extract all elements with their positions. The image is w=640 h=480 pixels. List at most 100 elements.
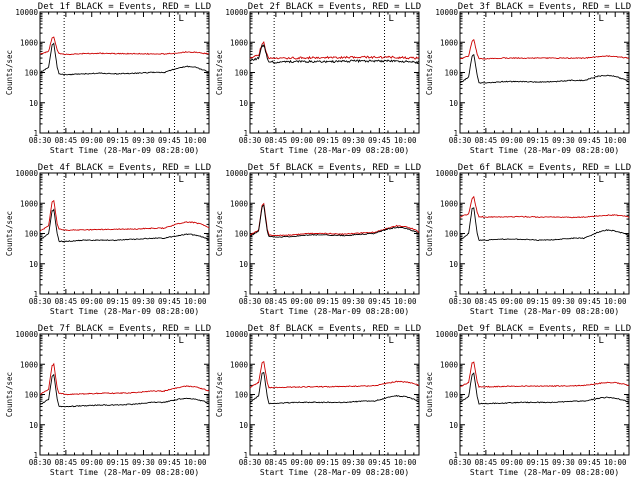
x-tick-label: 09:30 (342, 458, 365, 467)
corner-mark: L (179, 14, 184, 24)
y-tick-label: 10000 (15, 8, 38, 17)
y-tick-label: 1 (243, 129, 248, 138)
series-line-events (459, 54, 630, 84)
x-tick-label: 09:45 (578, 297, 601, 306)
y-tick-label: 1000 (20, 360, 39, 369)
plot-frame (459, 11, 630, 134)
x-tick-label: 08:45 (475, 458, 498, 467)
y-tick-label: 10 (449, 260, 459, 269)
x-axis-title: Start Time (28-Mar-09 08:28:00) (260, 146, 409, 155)
x-axis-title: Start Time (28-Mar-09 08:28:00) (470, 307, 619, 316)
y-axis-title: Counts/sec (5, 211, 14, 256)
y-tick-label: 10000 (435, 169, 458, 178)
y-axis-title: Counts/sec (5, 50, 14, 95)
chart-title: Det 7f BLACK = Events, RED = LLD (38, 324, 211, 334)
x-tick-label: 10:00 (394, 136, 417, 145)
y-axis-title: Counts/sec (425, 211, 434, 256)
corner-mark: L (389, 336, 394, 346)
x-tick-label: 09:15 (106, 297, 129, 306)
series-line-events (39, 373, 210, 408)
x-tick-label: 09:45 (578, 458, 601, 467)
x-tick-label: 08:30 (239, 458, 262, 467)
chart-title: Det 1f BLACK = Events, RED = LLD (38, 2, 211, 12)
chart-panel-5: Det 5f BLACK = Events, RED = LLD 1 10 100 10… (215, 163, 421, 316)
series-line-events (249, 44, 420, 64)
x-tick-label: 08:45 (265, 458, 288, 467)
series-line-events (39, 42, 210, 76)
y-tick-label: 100 (444, 230, 458, 239)
x-tick-label: 08:45 (475, 136, 498, 145)
y-tick-label: 10 (29, 421, 39, 430)
x-tick-label: 09:45 (158, 458, 181, 467)
series-line-lld (249, 361, 420, 389)
x-axis-title: Start Time (28-Mar-09 08:28:00) (50, 307, 199, 316)
x-tick-label: 09:45 (368, 297, 391, 306)
series-line-lld (249, 40, 420, 60)
series-line-lld (39, 199, 210, 232)
x-tick-label: 09:15 (106, 458, 129, 467)
series-line-lld (459, 195, 630, 219)
x-tick-label: 09:15 (316, 458, 339, 467)
x-axis-title: Start Time (28-Mar-09 08:28:00) (260, 468, 409, 477)
series-line-events (249, 204, 420, 238)
y-tick-label: 1000 (230, 38, 249, 47)
x-tick-label: 09:30 (132, 458, 155, 467)
y-tick-label: 100 (234, 391, 248, 400)
series-line-lld (249, 202, 420, 237)
y-tick-label: 10 (239, 99, 249, 108)
chart-title: Det 5f BLACK = Events, RED = LLD (248, 163, 421, 173)
x-tick-label: 08:30 (29, 297, 52, 306)
x-tick-label: 10:00 (604, 458, 627, 467)
y-tick-label: 100 (24, 391, 38, 400)
y-tick-label: 100 (444, 69, 458, 78)
y-axis-title: Counts/sec (425, 372, 434, 417)
y-tick-label: 1 (33, 290, 38, 299)
x-tick-label: 08:30 (29, 458, 52, 467)
x-tick-label: 09:15 (526, 297, 549, 306)
chart-title: Det 4f BLACK = Events, RED = LLD (38, 163, 211, 173)
x-tick-label: 10:00 (394, 458, 417, 467)
y-tick-label: 10000 (435, 8, 458, 17)
x-tick-label: 09:45 (578, 136, 601, 145)
y-tick-label: 1000 (230, 199, 249, 208)
x-tick-label: 08:30 (449, 297, 472, 306)
x-axis-title: Start Time (28-Mar-09 08:28:00) (50, 146, 199, 155)
chart-panel-4: Det 4f BLACK = Events, RED = LLD 1 10 100 10… (5, 163, 211, 316)
y-tick-label: 1000 (20, 199, 39, 208)
x-tick-label: 09:30 (552, 458, 575, 467)
x-tick-label: 10:00 (604, 297, 627, 306)
y-tick-label: 1000 (440, 360, 459, 369)
y-axis-title: Counts/sec (215, 50, 224, 95)
chart-panel-7: Det 7f BLACK = Events, RED = LLD 1 10 100 10… (5, 324, 211, 477)
chart-panel-9: Det 9f BLACK = Events, RED = LLD 1 10 100 10… (425, 324, 631, 477)
y-axis-title: Counts/sec (425, 50, 434, 95)
y-tick-label: 100 (24, 69, 38, 78)
x-axis-title: Start Time (28-Mar-09 08:28:00) (260, 307, 409, 316)
y-axis-title: Counts/sec (215, 372, 224, 417)
chart-panel-3: Det 3f BLACK = Events, RED = LLD 1 10 100 10… (425, 2, 631, 155)
chart-title: Det 3f BLACK = Events, RED = LLD (458, 2, 631, 12)
x-tick-label: 08:45 (265, 136, 288, 145)
chart-title: Det 9f BLACK = Events, RED = LLD (458, 324, 631, 334)
x-tick-label: 09:30 (132, 136, 155, 145)
corner-mark: L (179, 336, 184, 346)
x-tick-label: 10:00 (604, 136, 627, 145)
corner-mark: L (599, 14, 604, 24)
x-tick-label: 09:00 (500, 297, 523, 306)
chart-panel-2: Det 2f BLACK = Events, RED = LLD 1 10 100 10… (215, 2, 421, 155)
x-tick-label: 08:45 (55, 458, 78, 467)
plot-frame (249, 333, 420, 456)
y-tick-label: 1 (453, 451, 458, 460)
chart-title: Det 2f BLACK = Events, RED = LLD (248, 2, 421, 12)
y-tick-label: 1000 (440, 199, 459, 208)
x-tick-label: 09:15 (526, 136, 549, 145)
y-tick-label: 10 (449, 421, 459, 430)
series-line-events (249, 371, 420, 405)
y-tick-label: 10 (239, 260, 249, 269)
x-tick-label: 09:00 (290, 458, 313, 467)
y-tick-label: 1 (453, 290, 458, 299)
series-line-events (459, 372, 630, 405)
plot-frame (39, 11, 210, 134)
y-tick-label: 100 (444, 391, 458, 400)
y-tick-label: 1000 (20, 38, 39, 47)
